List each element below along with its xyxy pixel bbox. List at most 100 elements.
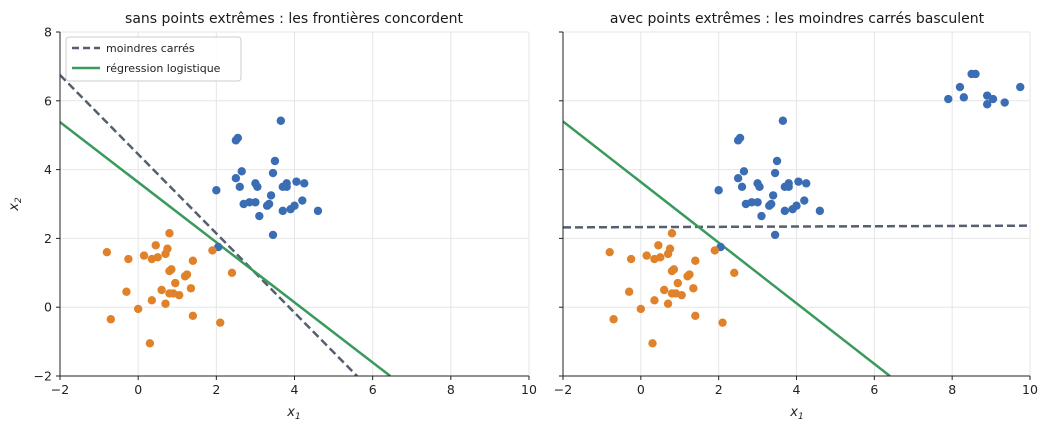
left-data-point-blue — [235, 182, 244, 191]
left-chart-title: sans points extrêmes : les frontières co… — [125, 11, 463, 27]
right-data-point-orange — [691, 311, 700, 320]
right-data-point-blue — [815, 206, 825, 216]
left-data-point-orange — [175, 290, 184, 300]
right-data-point-orange — [654, 241, 663, 250]
left-y-tick-label: −2 — [34, 369, 52, 384]
legend-label-least-squares: moindres carrés — [106, 42, 195, 55]
right-data-point-orange — [663, 299, 673, 308]
right-chart-points — [605, 69, 1025, 348]
right-chart-lines — [563, 120, 1030, 376]
right-data-point-orange — [667, 229, 677, 238]
left-data-point-orange — [171, 278, 180, 288]
right-data-point-blue — [1000, 98, 1009, 107]
right-data-point-blue — [802, 179, 811, 188]
right-data-point-blue — [755, 182, 764, 191]
right-data-point-blue — [714, 186, 723, 195]
right-data-point-orange — [626, 254, 636, 264]
left-data-point-blue — [282, 182, 291, 191]
right-data-point-blue — [767, 199, 776, 209]
left-data-point-orange — [133, 304, 143, 314]
right-data-point-blue — [800, 196, 809, 205]
left-data-point-orange — [157, 285, 166, 295]
left-data-point-blue — [290, 201, 299, 210]
right-data-point-blue — [770, 168, 780, 178]
left-data-point-blue — [292, 177, 301, 186]
left-x-tick-label: 6 — [369, 382, 377, 397]
right-data-point-orange — [689, 284, 698, 293]
right-data-point-blue — [971, 69, 980, 79]
left-data-point-orange — [227, 268, 237, 277]
left-data-point-orange — [153, 253, 162, 262]
left-data-point-blue — [313, 206, 323, 216]
right-chart-title: avec points extrêmes : les moindres carr… — [610, 11, 985, 27]
right-x-tick-label: 10 — [1022, 382, 1038, 397]
right-data-point-orange — [656, 253, 665, 262]
right-data-point-blue — [739, 167, 749, 176]
right-data-point-blue — [772, 156, 782, 166]
left-data-point-blue — [276, 116, 286, 125]
right-data-point-orange — [642, 251, 651, 260]
left-y-tick-label: 4 — [44, 162, 52, 177]
left-data-point-blue — [212, 186, 221, 195]
left-x-tick-label: 10 — [521, 382, 537, 397]
legend-label-logistic: régression logistique — [106, 62, 221, 75]
left-data-point-orange — [122, 287, 131, 296]
right-data-point-blue — [737, 182, 747, 191]
left-chart-xlabel: x1 — [286, 405, 300, 422]
left-x-tick-label: 0 — [134, 382, 142, 397]
right-data-point-orange — [605, 247, 614, 257]
right-data-point-blue — [792, 201, 801, 210]
right-data-point-orange — [624, 287, 634, 296]
right-data-point-blue — [1016, 82, 1025, 92]
right-data-point-orange — [677, 290, 686, 300]
left-data-point-orange — [188, 256, 198, 265]
left-chart-grid — [59, 31, 530, 377]
right-data-point-blue — [780, 206, 790, 216]
right-data-point-blue — [770, 230, 780, 240]
right-data-point-orange — [659, 285, 669, 295]
right-data-point-orange — [718, 318, 727, 327]
right-chart-xlabel: x1 — [789, 405, 803, 422]
left-data-point-orange — [186, 284, 196, 293]
left-chart-lines — [60, 74, 392, 376]
right-chart-ticks: −2 0 2 4 6 8 10 — [554, 31, 1038, 397]
right-data-point-blue — [747, 198, 756, 207]
right-data-point-blue — [757, 211, 766, 221]
left-y-tick-label: 6 — [44, 93, 52, 108]
legend: moindres carrés régression logistique — [65, 36, 242, 82]
left-data-point-blue — [298, 196, 307, 205]
right-data-point-orange — [669, 265, 679, 274]
right-data-point-orange — [691, 256, 700, 265]
left-y-tick-label: 8 — [44, 25, 52, 40]
left-data-point-orange — [145, 339, 155, 348]
right-data-point-orange — [648, 339, 657, 348]
right-data-point-blue — [944, 94, 953, 104]
left-data-point-blue — [255, 211, 264, 221]
left-data-point-blue — [253, 182, 262, 191]
left-data-point-blue — [237, 167, 246, 176]
right-logistic-line — [563, 120, 891, 376]
right-data-point-orange — [636, 304, 646, 314]
left-y-tick-label: 2 — [44, 231, 52, 246]
right-x-tick-label: 4 — [793, 382, 801, 397]
right-x-tick-label: 0 — [637, 382, 645, 397]
left-data-point-orange — [147, 296, 157, 305]
right-data-point-orange — [685, 270, 694, 279]
left-x-tick-label: 8 — [447, 382, 455, 397]
left-data-point-orange — [163, 244, 172, 253]
left-y-tick-label: 0 — [44, 300, 52, 315]
left-data-point-orange — [208, 246, 217, 255]
right-data-point-blue — [959, 93, 969, 102]
right-data-point-blue — [778, 116, 788, 125]
right-data-point-orange — [730, 268, 739, 277]
left-data-point-orange — [167, 265, 176, 274]
right-data-point-orange — [673, 278, 683, 288]
right-data-point-orange — [665, 244, 675, 253]
legend-box — [65, 36, 242, 82]
right-data-point-blue — [988, 94, 998, 104]
left-data-point-blue — [264, 199, 274, 209]
right-chart-panel: −2 0 2 4 6 8 10 avec points extrêmes : les moi… — [554, 11, 1038, 422]
left-x-tick-label: −2 — [51, 382, 69, 397]
right-data-point-orange — [609, 315, 618, 324]
left-data-point-orange — [102, 247, 112, 257]
